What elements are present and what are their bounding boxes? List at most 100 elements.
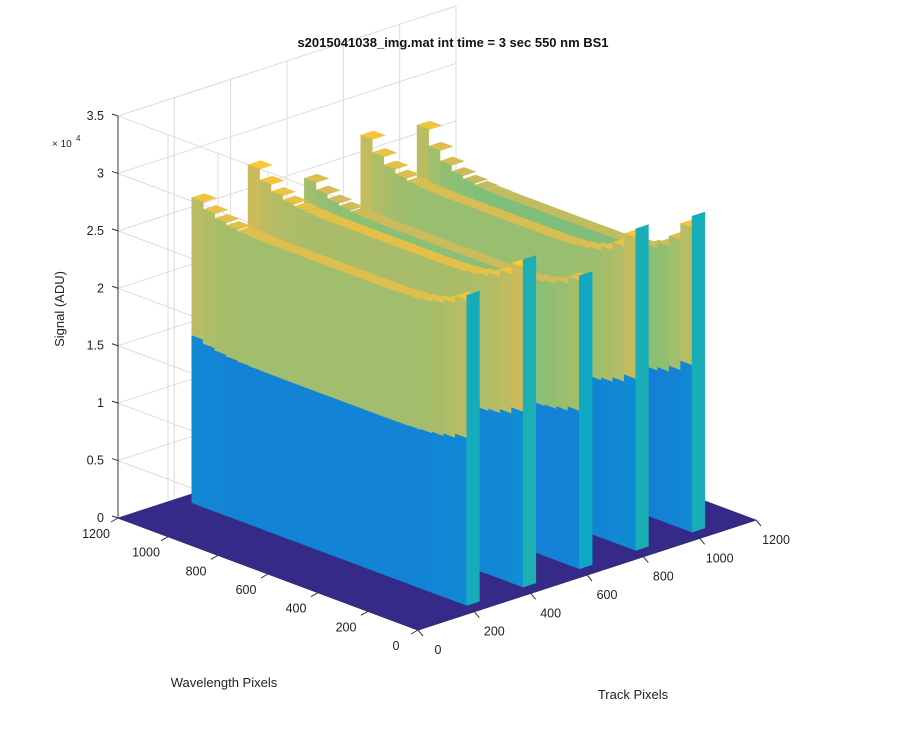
- ridge-upper-face: [225, 225, 238, 361]
- y-tick-mark-3: [260, 573, 269, 579]
- surface-ridge-1: [190, 193, 481, 606]
- ridge-lower-face: [225, 355, 238, 521]
- y-tick-mark-4: [210, 554, 219, 560]
- ridge-upper-face: [488, 272, 501, 414]
- ridge-upper-face: [363, 279, 376, 414]
- ridge-upper-face: [556, 279, 569, 411]
- ridge-lower-face: [237, 360, 250, 525]
- ridge-lower-face: [260, 369, 273, 534]
- ridge-upper-face: [283, 249, 296, 384]
- z-tick-mark-0: [111, 515, 119, 519]
- ridge-lower-face: [340, 399, 353, 564]
- y-tick-mark-6: [110, 517, 119, 523]
- ridge-lower-face: [511, 406, 524, 588]
- x-tick-mark-1: [473, 611, 480, 618]
- ridge-upper-face: [397, 291, 410, 427]
- ridge-upper-face: [544, 279, 557, 410]
- ridge-lower-face: [351, 404, 364, 568]
- ridge-lower-face: [567, 405, 580, 570]
- ridge-upper-face: [374, 283, 387, 418]
- surface-layer: [117, 120, 757, 631]
- ridge-lower-face: [397, 421, 410, 585]
- x-tick-mark-0: [417, 629, 424, 637]
- ridge-upper-face: [305, 257, 319, 393]
- ridge-upper-face: [214, 218, 227, 355]
- grid-line-backwall-z-7: [117, 5, 457, 117]
- x-tick-mark-3: [586, 574, 593, 582]
- ridge-lower-face: [191, 334, 204, 508]
- ridge-lower-face: [488, 408, 501, 579]
- y-tick-label-0: 0: [393, 639, 400, 653]
- ridge-upper-face: [443, 298, 456, 438]
- ridge-upper-face: [601, 245, 614, 383]
- z-tick-mark-3: [111, 343, 119, 347]
- ridge-lower-face: [271, 374, 284, 538]
- ridge-upper-face: [317, 262, 330, 397]
- ridge-lower-face: [657, 366, 670, 524]
- ridge-end-cap: [522, 255, 537, 588]
- ridge-upper-face: [567, 276, 580, 411]
- z-tick-mark-1: [111, 458, 119, 462]
- ridge-upper-face: [420, 297, 433, 434]
- z-axis-label: Signal (ADU): [52, 271, 67, 347]
- ridge-upper-face: [191, 197, 204, 340]
- x-tick-mark-6: [755, 519, 762, 527]
- y-tick-mark-2: [310, 592, 319, 598]
- ridge-upper-face: [294, 253, 307, 389]
- x-tick-label-1: 200: [484, 625, 505, 639]
- ridge-lower-face: [409, 424, 422, 589]
- ridge-lower-face: [294, 382, 307, 546]
- grid-line-backwall-z-6: [117, 62, 457, 174]
- ridge-upper-face: [680, 223, 693, 366]
- ridge-upper-face: [260, 240, 273, 376]
- z-tick-mark-2: [111, 400, 119, 404]
- ridge-upper-face: [454, 295, 468, 439]
- ridge-upper-face: [271, 245, 284, 380]
- chart-title: s2015041038_img.mat int time = 3 sec 550…: [297, 35, 608, 50]
- z-tick-label-7: 3.5: [87, 109, 104, 123]
- ridge-lower-face: [317, 391, 330, 555]
- ridge-lower-face: [443, 432, 456, 602]
- z-tick-mark-5: [111, 228, 119, 232]
- z-tick-label-5: 2.5: [87, 224, 104, 238]
- x-tick-label-0: 0: [435, 643, 442, 657]
- x-tick-label-3: 600: [597, 588, 618, 602]
- ridge-end-cap: [691, 211, 706, 533]
- x-tick-mark-2: [530, 593, 537, 600]
- ridge-upper-face: [499, 269, 512, 414]
- z-tick-label-4: 2: [97, 281, 104, 295]
- ridge-lower-face: [612, 376, 625, 547]
- ridge-upper-face: [657, 241, 670, 372]
- ridge-lower-face: [556, 405, 569, 565]
- ridge-lower-face: [305, 387, 319, 551]
- ridge-lower-face: [248, 365, 261, 529]
- z-tick-label-3: 1.5: [87, 339, 104, 353]
- tick-layer: 0200400600800100012000200400600800100012…: [82, 109, 790, 657]
- y-tick-mark-1: [360, 610, 369, 616]
- z-exponent-base: × 10: [52, 139, 72, 150]
- ridge-lower-face: [420, 428, 433, 594]
- ridge-upper-face: [511, 262, 524, 412]
- ridge-upper-face: [351, 275, 364, 410]
- x-tick-label-6: 1200: [762, 533, 790, 547]
- ridge-lower-face: [499, 408, 512, 584]
- ridge-upper-face: [328, 266, 342, 401]
- x-tick-label-2: 400: [540, 606, 561, 620]
- ridge-lower-face: [601, 376, 614, 543]
- ridge-upper-face: [623, 233, 637, 379]
- z-tick-mark-4: [111, 285, 119, 289]
- ridge-lower-face: [202, 342, 215, 512]
- y-tick-mark-0: [410, 629, 419, 635]
- z-tick-label-1: 0.5: [87, 454, 104, 468]
- ridge-lower-face: [374, 412, 387, 576]
- ridge-lower-face: [386, 416, 399, 581]
- z-tick-label-0: 0: [97, 511, 104, 525]
- y-tick-label-6: 1200: [82, 527, 110, 541]
- ridge-lower-face: [214, 349, 227, 517]
- y-tick-label-3: 600: [236, 583, 257, 597]
- z-exponent-power: 4: [76, 134, 81, 143]
- grid-line-backwall-z-5: [117, 120, 457, 232]
- ridge-upper-face: [432, 299, 445, 437]
- ridge-lower-face: [668, 365, 681, 529]
- z-tick-label-6: 3: [97, 166, 104, 180]
